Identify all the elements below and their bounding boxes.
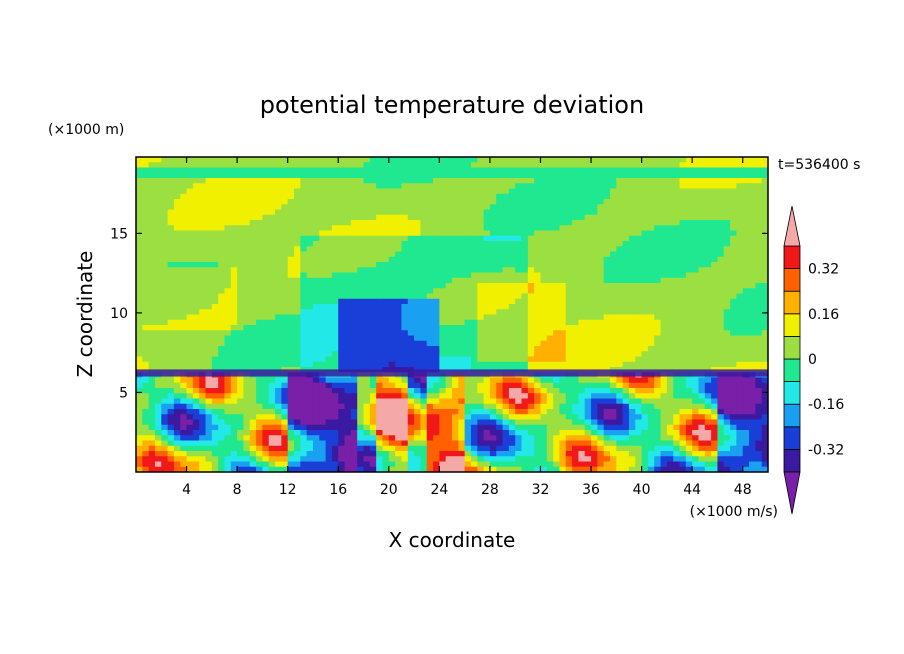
colorbar-band	[783, 381, 801, 405]
colorbar-band	[783, 290, 801, 315]
plot-frame	[135, 156, 769, 473]
colorbar-band	[783, 335, 801, 360]
colorbar: -0.32 -0.16 0 0.16 0.32	[783, 205, 844, 515]
colorbar-under-triangle	[783, 471, 801, 515]
x-tick-label: 8	[233, 482, 242, 498]
heatmap-field	[136, 157, 768, 472]
x-tick-label: 36	[582, 482, 600, 498]
colorbar-band	[783, 313, 801, 337]
colorbar-band	[783, 448, 801, 473]
colorbar-tick-label: 0	[808, 352, 817, 368]
y-tick-label: 5	[119, 385, 128, 401]
colorbar-band	[783, 358, 801, 383]
y-tick-label: 10	[110, 306, 128, 322]
chart-title: potential temperature deviation	[260, 91, 644, 119]
x-tick-label: 12	[279, 482, 297, 498]
x-tick-label: 44	[683, 482, 701, 498]
colorbar-band	[783, 403, 801, 428]
x-tick-label: 20	[380, 482, 398, 498]
x-tick-label: 48	[734, 482, 752, 498]
x-axis-label: X coordinate	[389, 528, 516, 552]
y-tick-label: 15	[110, 226, 128, 242]
x-tick-label: 24	[430, 482, 448, 498]
time-label: t=536400 s	[778, 157, 860, 173]
colorbar-tick-label: -0.16	[808, 397, 844, 413]
x-unit-label: (×1000 m/s)	[690, 504, 778, 520]
colorbar-band	[783, 426, 801, 450]
x-tick-label: 28	[481, 482, 499, 498]
x-tick-label: 4	[182, 482, 191, 498]
y-unit-label: (×1000 m)	[48, 122, 124, 138]
colorbar-band	[783, 245, 801, 270]
colorbar-tick-label: 0.32	[808, 262, 839, 278]
x-axis: 4 8 12 16 20 24 28 32 36 40 44 48	[182, 157, 752, 498]
colorbar-band	[783, 268, 801, 292]
x-tick-label: 40	[633, 482, 651, 498]
x-tick-label: 32	[532, 482, 550, 498]
colorbar-tick-label: 0.16	[808, 307, 839, 323]
y-axis-label: Z coordinate	[73, 251, 97, 378]
colorbar-tick-label: -0.32	[808, 442, 844, 458]
x-tick-label: 16	[329, 482, 347, 498]
colorbar-over-triangle	[783, 205, 801, 247]
y-axis: 5 10 15	[110, 226, 768, 401]
